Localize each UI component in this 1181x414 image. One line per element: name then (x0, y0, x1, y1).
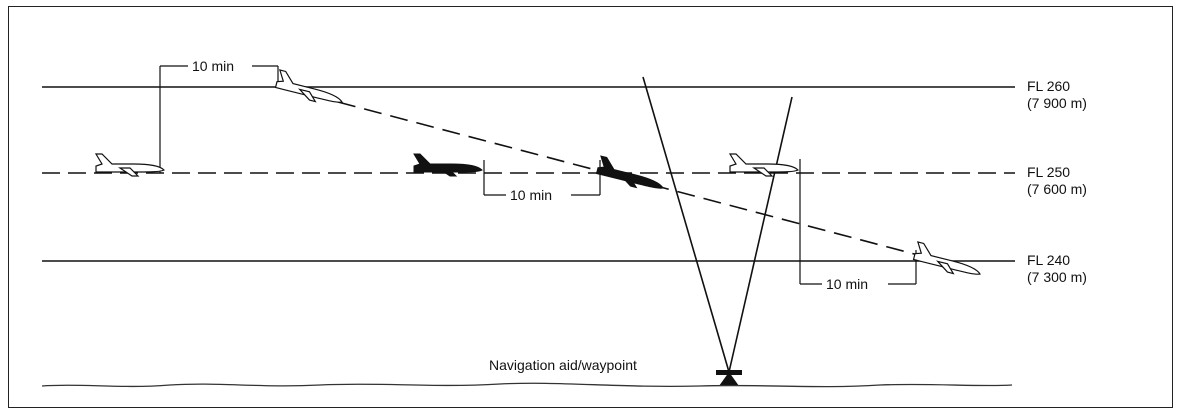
fl260-altitude: (7 900 m) (1027, 95, 1087, 111)
navaid-beam-left (642, 76, 730, 373)
aircraft-descending-top-icon (273, 69, 347, 109)
fl250-name: FL 250 (1027, 164, 1071, 180)
aircraft-descending-mid-icon (595, 155, 668, 195)
fl240-label: FL 240 (7 300 m) (1027, 252, 1087, 286)
separation-label-2: 10 min (508, 187, 555, 204)
separation-bracket-1 (159, 65, 279, 173)
fl250-label: FL 250 (7 600 m) (1027, 164, 1087, 198)
navaid-label: Navigation aid/waypoint (489, 357, 637, 373)
separation-bracket-2 (483, 160, 601, 196)
separation-label-1: 10 min (190, 58, 237, 75)
navaid-beam-right (728, 96, 793, 373)
fl260-name: FL 260 (1027, 78, 1071, 94)
diagram-frame (8, 6, 1173, 408)
separation-label-3: 10 min (824, 276, 871, 293)
fl240-altitude: (7 300 m) (1027, 269, 1087, 285)
ground-line (41, 382, 1013, 388)
navaid-icon (719, 372, 739, 386)
fl250-altitude: (7 600 m) (1027, 181, 1087, 197)
fl240-name: FL 240 (1027, 252, 1071, 268)
fl260-label: FL 260 (7 900 m) (1027, 78, 1087, 112)
separation-bracket-3 (799, 159, 917, 285)
